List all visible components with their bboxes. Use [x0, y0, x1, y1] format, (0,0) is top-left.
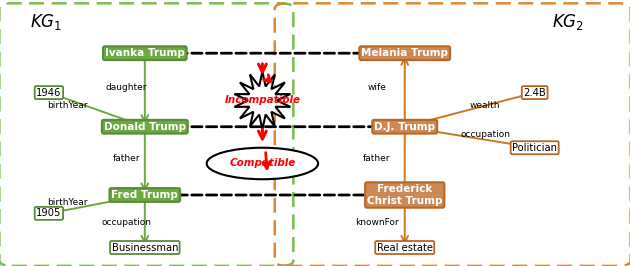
- Text: knownFor: knownFor: [355, 218, 399, 227]
- Text: daughter: daughter: [105, 83, 147, 92]
- Text: Donald Trump: Donald Trump: [104, 122, 186, 132]
- Text: Businessman: Businessman: [112, 243, 178, 252]
- Text: $KG_1$: $KG_1$: [30, 12, 62, 32]
- Text: birthYear: birthYear: [47, 198, 88, 207]
- Text: Frederick
Christ Trump: Frederick Christ Trump: [367, 184, 442, 206]
- Text: 1946: 1946: [36, 88, 62, 98]
- Text: wealth: wealth: [470, 101, 500, 110]
- Text: birthYear: birthYear: [47, 101, 88, 110]
- Ellipse shape: [207, 148, 318, 179]
- Text: Real estate: Real estate: [377, 243, 433, 252]
- Text: 1905: 1905: [36, 208, 62, 218]
- Text: father: father: [113, 154, 140, 163]
- Text: $KG_2$: $KG_2$: [552, 12, 584, 32]
- Text: occupation: occupation: [460, 130, 510, 139]
- Polygon shape: [234, 72, 290, 129]
- Text: Fred Trump: Fred Trump: [112, 190, 178, 200]
- Text: Politician: Politician: [512, 143, 557, 153]
- Text: Melania Trump: Melania Trump: [361, 48, 448, 58]
- Text: Compatible: Compatible: [229, 159, 295, 168]
- Text: D.J. Trump: D.J. Trump: [374, 122, 435, 132]
- Text: occupation: occupation: [101, 218, 151, 227]
- Text: Ivanka Trump: Ivanka Trump: [105, 48, 185, 58]
- Text: Incompatible: Incompatible: [224, 95, 301, 105]
- Text: 2.4B: 2.4B: [524, 88, 546, 98]
- Text: wife: wife: [367, 83, 386, 92]
- Text: father: father: [363, 154, 391, 163]
